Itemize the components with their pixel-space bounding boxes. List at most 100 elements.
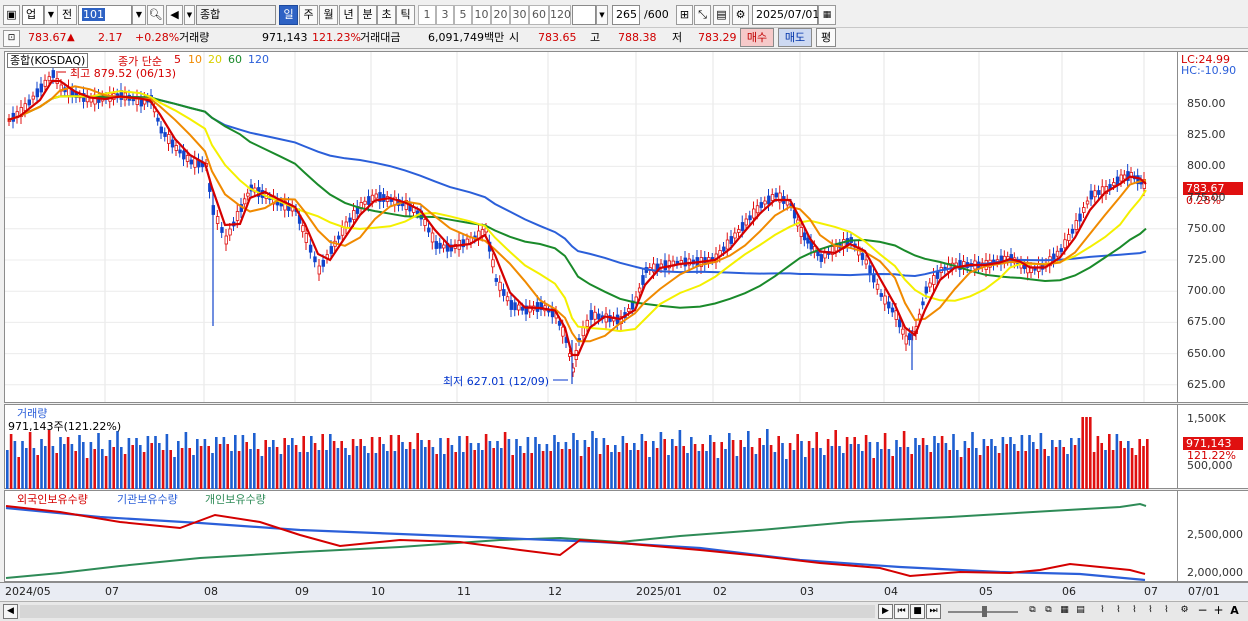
candle-body [430, 232, 435, 243]
custom-interval-input[interactable] [572, 5, 596, 25]
period-tick[interactable]: 틱 [396, 5, 415, 25]
volume-bar [310, 436, 313, 489]
volume-bar [545, 444, 549, 489]
indicator-icon[interactable]: ⊞ [676, 5, 693, 25]
candle-body [557, 320, 562, 326]
tool-icon-5[interactable]: ⌇ [1100, 605, 1105, 615]
scroll-track[interactable] [20, 605, 875, 618]
interval-10[interactable]: 10 [472, 5, 491, 25]
candle-body [860, 253, 865, 260]
volume-bar [956, 450, 959, 489]
interval-30[interactable]: 30 [510, 5, 529, 25]
interval-dropdown-icon[interactable]: ▼ [596, 5, 608, 25]
candle-body [182, 150, 186, 160]
tool-icon-4[interactable]: ▤ [1076, 605, 1085, 615]
settings-icon[interactable]: ⚙ [1180, 605, 1189, 615]
zoom-in-icon[interactable]: + [1213, 603, 1224, 617]
sell-button[interactable]: 매도 [778, 28, 812, 47]
holding-panel[interactable] [4, 490, 1178, 582]
high-label: 고 [590, 31, 601, 44]
holding-ytick-2: 2,000,000 [1187, 566, 1243, 579]
expand-icon[interactable]: ⊡ [3, 30, 20, 47]
interval-20[interactable]: 20 [491, 5, 510, 25]
volume-bar [218, 444, 222, 489]
draw-tool-icon[interactable]: ⤡ [694, 5, 711, 25]
buy-button[interactable]: 매수 [740, 28, 774, 47]
scroll-right-icon[interactable]: ▶ [878, 604, 893, 619]
volume-bar [667, 455, 670, 489]
period-year[interactable]: 년 [339, 5, 358, 25]
volume-bar [386, 451, 389, 489]
candle-body [235, 211, 240, 221]
interval-1[interactable]: 1 [418, 5, 436, 25]
x-label-09: 09 [295, 585, 309, 598]
volume-bar [1085, 417, 1088, 489]
stop-icon[interactable]: ■ [910, 604, 925, 619]
period-day[interactable]: 일 [279, 5, 298, 25]
period-month[interactable]: 월 [319, 5, 338, 25]
volume-bar [1054, 447, 1058, 489]
save-icon[interactable]: ▤ [713, 5, 730, 25]
candle-body [434, 241, 438, 249]
interval-5[interactable]: 5 [454, 5, 472, 25]
count-input[interactable]: 265 [612, 5, 640, 25]
code-dropdown-icon[interactable]: ▼ [132, 5, 146, 25]
speaker-icon[interactable]: ◀ [166, 5, 183, 25]
tool-icon-3[interactable]: ▦ [1060, 605, 1069, 615]
interval-120[interactable]: 120 [549, 5, 571, 25]
calendar-icon[interactable]: ▦ [818, 5, 836, 25]
tool-icon-8[interactable]: ⌇ [1148, 605, 1153, 615]
volume-bar [1092, 452, 1096, 489]
volume-bar [549, 451, 552, 489]
tool-icon-7[interactable]: ⌇ [1132, 605, 1137, 615]
code-input[interactable]: 101 [78, 5, 132, 25]
prev-button[interactable]: 전 [57, 5, 77, 25]
layout-icon[interactable]: ▣ [3, 5, 20, 25]
tool-icon-6[interactable]: ⌇ [1116, 605, 1121, 615]
first-icon[interactable]: ⏮ [894, 604, 909, 619]
candle-body [39, 83, 43, 93]
candle-body [308, 244, 313, 253]
interval-60[interactable]: 60 [529, 5, 549, 25]
tool-icon-1[interactable]: ⧉ [1029, 605, 1036, 615]
volume-bar [340, 441, 343, 489]
date-input[interactable]: 2025/07/01 [752, 5, 819, 25]
search-icon[interactable]: 🔍︎ [147, 5, 164, 25]
volume-bar [648, 457, 651, 489]
market-select[interactable]: 업 [22, 5, 44, 25]
volume-bar [481, 450, 484, 489]
eval-button[interactable]: 평 [816, 28, 836, 47]
candle-body [744, 218, 748, 226]
period-second[interactable]: 초 [377, 5, 396, 25]
zoom-out-icon[interactable]: − [1197, 603, 1208, 617]
volume-panel[interactable] [4, 404, 1178, 489]
zoom-slider-handle[interactable] [982, 606, 987, 617]
gear-icon[interactable]: ⚙ [732, 5, 749, 25]
hc-value: HC:-10.90 [1181, 64, 1237, 77]
candle-body [283, 200, 287, 211]
last-icon[interactable]: ⏭ [926, 604, 941, 619]
volume-bar [902, 431, 906, 489]
candle-body [1136, 175, 1140, 185]
font-size-icon[interactable]: A [1230, 604, 1239, 617]
period-minute[interactable]: 분 [358, 5, 377, 25]
scroll-left-icon[interactable]: ◀ [3, 604, 18, 619]
interval-3[interactable]: 3 [436, 5, 454, 25]
volume-bar [899, 447, 902, 489]
candle-body [597, 313, 601, 320]
volume-bar [268, 447, 271, 489]
volume-bar [663, 439, 666, 489]
tool-icon-9[interactable]: ⌇ [1164, 605, 1169, 615]
volume-bar [522, 453, 526, 489]
candle-body [31, 95, 35, 100]
legend-foreign: 외국인보유수량 [17, 493, 88, 506]
volume-label: 거래량 [179, 31, 210, 44]
candle-body [935, 271, 940, 279]
tool-icon-2[interactable]: ⧉ [1045, 605, 1052, 615]
period-week[interactable]: 주 [299, 5, 318, 25]
volume-bar [636, 450, 640, 489]
legend-institution: 기관보유수량 [117, 493, 178, 506]
speaker-dropdown-icon[interactable]: ▼ [184, 5, 195, 25]
volume-bar [712, 442, 716, 489]
candle-body [823, 252, 827, 259]
